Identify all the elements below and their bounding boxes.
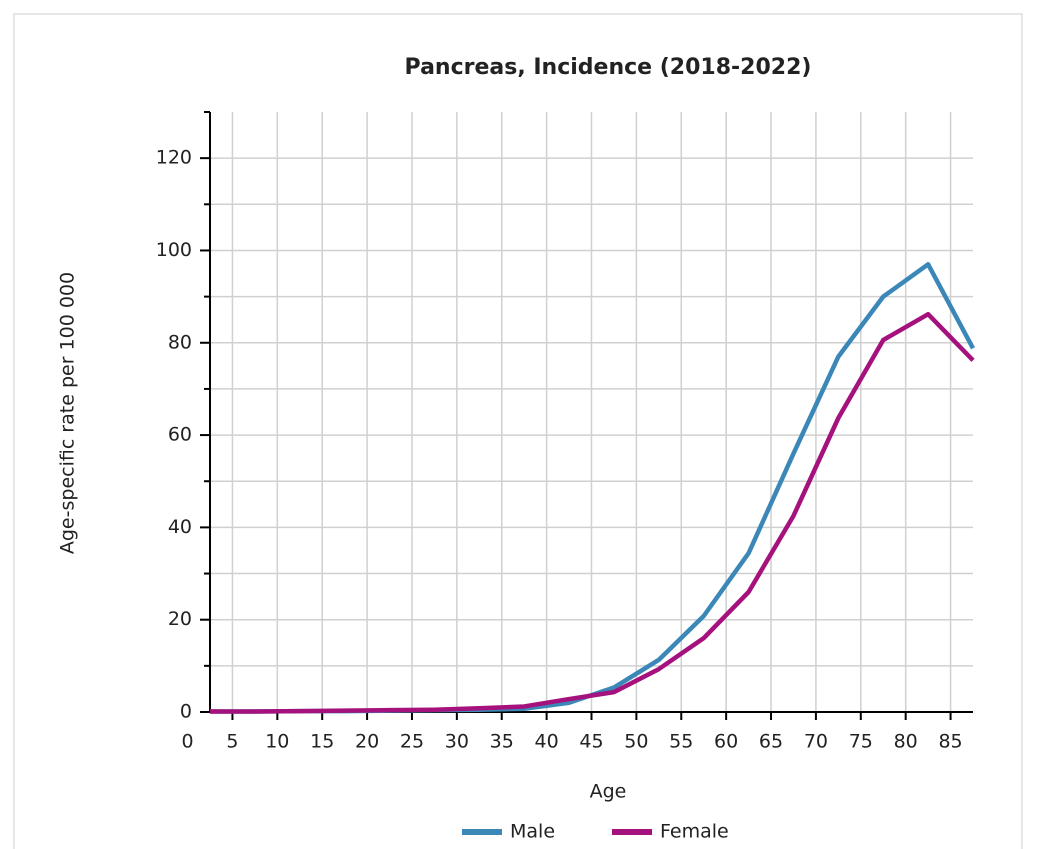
x-tick-label: 20 [355, 731, 379, 753]
x-tick-label: 0 [182, 731, 194, 753]
y-tick-label: 120 [156, 147, 192, 169]
y-tick-label: 0 [180, 701, 192, 723]
x-tick-label: 15 [310, 731, 334, 753]
x-tick-label: 45 [579, 731, 603, 753]
chart-title: Pancreas, Incidence (2018-2022) [405, 55, 812, 80]
y-tick-label: 40 [168, 516, 192, 538]
x-tick-label: 35 [490, 731, 514, 753]
x-tick-label: 25 [400, 731, 424, 753]
x-tick-label: 80 [894, 731, 918, 753]
x-tick-label: 5 [226, 731, 238, 753]
card [13, 13, 1023, 849]
y-tick-label: 20 [168, 608, 192, 630]
x-tick-label: 70 [804, 731, 828, 753]
y-tick-label: 60 [168, 424, 192, 446]
y-tick-label: 100 [156, 239, 192, 261]
x-tick-label: 75 [849, 731, 873, 753]
x-tick-label: 10 [265, 731, 289, 753]
x-tick-label: 40 [535, 731, 559, 753]
y-tick-label: 80 [168, 331, 192, 353]
legend-label: Male [510, 821, 555, 843]
series-line [210, 311, 975, 714]
legend-label: Female [660, 821, 729, 843]
x-tick-label: 85 [938, 731, 962, 753]
x-tick-label: 65 [759, 731, 783, 753]
x-tick-label: 50 [624, 731, 648, 753]
x-tick-label: 55 [669, 731, 693, 753]
x-tick-label: 30 [445, 731, 469, 753]
y-axis-label: Age-specific rate per 100 000 [57, 272, 79, 554]
x-axis-label: Age [590, 781, 627, 803]
x-tick-label: 60 [714, 731, 738, 753]
